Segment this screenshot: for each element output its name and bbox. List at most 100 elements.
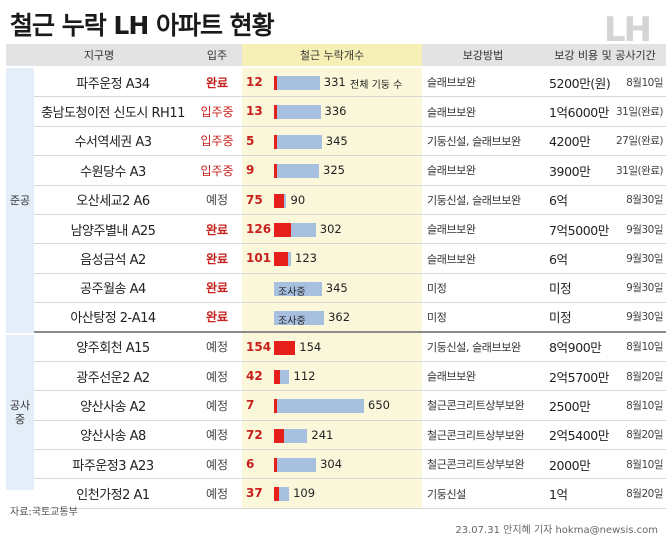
construction-period: 9월30일 <box>626 223 663 236</box>
reinforcement-method: 철근콘크리트상부보완 <box>427 458 525 472</box>
move-in-status: 예정 <box>205 340 229 355</box>
missing-count: 9 <box>246 163 255 178</box>
reinforcement-method: 철근콘크리트상부보완 <box>427 428 525 442</box>
reinforcement-cost: 4200만 <box>549 134 591 150</box>
table-row: 파주운정 A34 완료 12 331 전체 기둥 수 슬래브보완 5200만(원) 8월10일 <box>34 68 666 98</box>
total-pillars-note: 전체 기둥 수 <box>350 80 403 91</box>
total-bar <box>277 105 321 120</box>
district-name: 아산탕정 2-A14 <box>70 311 156 327</box>
total-count: 154 <box>299 339 322 354</box>
header-cost-period: 보강 비용 및 공사기간 <box>544 44 666 66</box>
missing-bar <box>274 340 296 355</box>
district-name: 음성금석 A2 <box>80 253 146 269</box>
district-name: 수원당수 A3 <box>80 164 146 180</box>
rebar-bar-cell: 조사중 362 <box>242 303 422 331</box>
move-in-status: 완료 <box>205 310 229 325</box>
rebar-bar-cell: 101 123 <box>242 244 422 273</box>
construction-period: 9월30일 <box>626 253 663 266</box>
missing-bar <box>274 369 280 384</box>
total-count: 123 <box>295 251 317 266</box>
total-bar <box>277 164 319 179</box>
construction-period: 9월30일 <box>626 311 663 324</box>
rebar-bar-cell: 72 241 <box>242 420 422 450</box>
total-bar <box>284 193 287 208</box>
missing-count: 5 <box>246 133 255 148</box>
missing-bar <box>274 487 280 502</box>
construction-period: 8월10일 <box>626 458 663 471</box>
district-name: 양산사송 A2 <box>80 399 146 415</box>
reinforcement-method: 미정 <box>427 281 447 295</box>
construction-period: 8월10일 <box>626 76 663 89</box>
reinforcement-method: 슬래브보완 <box>427 370 476 384</box>
construction-period: 8월20일 <box>626 429 663 442</box>
table-row: 수서역세권 A3 입주중 5 345 기둥신설, 슬래브보완 4200만 6월27일(완료) <box>34 126 666 157</box>
missing-count: 6 <box>246 457 255 472</box>
move-in-status: 예정 <box>205 428 229 443</box>
table-row: 수원당수 A3 입주중 9 325 슬래브보완 3900만 5월31일(완료) <box>34 156 666 186</box>
page-title: 철근 누락 LH 아파트 현황 <box>10 11 275 40</box>
total-bar <box>274 311 325 326</box>
source-note: 자료:국토교통부 <box>10 507 78 518</box>
reinforcement-method: 슬래브보완 <box>427 164 476 178</box>
district-name: 남양주별내 A25 <box>70 223 156 239</box>
total-count: 302 <box>319 221 342 236</box>
reinforcement-cost: 6억 <box>549 193 568 209</box>
construction-period: 8월20일 <box>626 488 663 501</box>
district-name: 파주운정3 A23 <box>72 458 154 474</box>
total-count: 109 <box>293 486 316 501</box>
move-in-status: 완료 <box>205 222 229 237</box>
construction-period: 9월30일 <box>626 282 663 295</box>
header-method: 보강방법 <box>422 44 544 66</box>
total-count: 362 <box>328 310 351 325</box>
missing-bar <box>274 164 277 179</box>
missing-count: 13 <box>246 104 263 119</box>
rebar-bar-cell: 7 650 <box>242 391 422 420</box>
total-count: 331 <box>323 75 346 89</box>
reinforcement-method: 기둥신설 <box>427 487 466 501</box>
total-bar <box>277 399 364 414</box>
construction-period: 6월27일(완료) <box>616 135 664 148</box>
header-rebar-missing: 철근 누락개수 <box>242 44 422 66</box>
reinforcement-cost: 8억900만 <box>549 340 602 356</box>
missing-count: 72 <box>246 427 263 442</box>
rebar-bar-cell: 154 154 <box>242 332 422 361</box>
reinforcement-cost: 미정 <box>549 281 572 297</box>
total-count: 112 <box>293 368 316 383</box>
total-count: 336 <box>324 104 347 119</box>
table-row: 충남도청이전 신도시 RH11 입주중 13 336 슬래브보완 1억6000만 7월31일… <box>34 97 666 127</box>
table-row: 남양주별내 A25 완료 126 302 슬래브보완 7억5000만 9월30일 <box>34 214 666 245</box>
missing-count: 101 <box>246 251 272 266</box>
missing-bar <box>274 134 277 149</box>
reinforcement-cost: 2500만 <box>549 398 591 414</box>
total-bar <box>277 76 320 90</box>
investigating-label: 조사중 <box>278 286 306 298</box>
construction-period: 5월31일(완료) <box>616 164 664 177</box>
move-in-status: 예정 <box>205 487 229 502</box>
table-row: 공주월송 A4 완료 조사중 345 미정 미정 9월30일 <box>34 273 666 304</box>
total-count: 304 <box>320 457 343 472</box>
missing-bar <box>274 193 285 208</box>
reinforcement-cost: 3900만 <box>549 163 591 179</box>
total-bar <box>291 222 316 237</box>
move-in-status: 입주중 <box>200 134 234 149</box>
total-bar <box>284 428 308 443</box>
district-name: 광주선운2 A2 <box>76 370 150 386</box>
reinforcement-cost: 1억6000만 <box>549 105 609 121</box>
reinforcement-cost: 5200만(원) <box>549 75 611 91</box>
missing-count: 7 <box>246 398 255 413</box>
reinforcement-method: 철근콘크리트상부보완 <box>427 399 525 413</box>
total-count: 90 <box>290 192 306 207</box>
table-row: 양주회천 A15 예정 154 154 기둥신설, 슬래브보완 8억900만 8월10일 <box>34 332 666 362</box>
district-name: 오산세교2 A6 <box>76 194 150 210</box>
reinforcement-method: 슬래브보완 <box>427 252 476 266</box>
total-count: 325 <box>323 163 345 178</box>
district-name: 수서역세권 A3 <box>74 135 152 151</box>
district-name: 파주운정 A34 <box>76 76 150 92</box>
move-in-status: 완료 <box>205 252 229 267</box>
header-district: 지구명 <box>6 44 192 66</box>
credit-line: 23.07.31 안지혜 기자 hokma@newsis.com <box>455 525 658 536</box>
district-name: 충남도청이전 신도시 RH11 <box>41 106 185 122</box>
reinforcement-method: 기둥신설, 슬래브보완 <box>427 193 521 207</box>
total-count: 241 <box>311 427 334 442</box>
district-name: 공주월송 A4 <box>80 282 146 298</box>
